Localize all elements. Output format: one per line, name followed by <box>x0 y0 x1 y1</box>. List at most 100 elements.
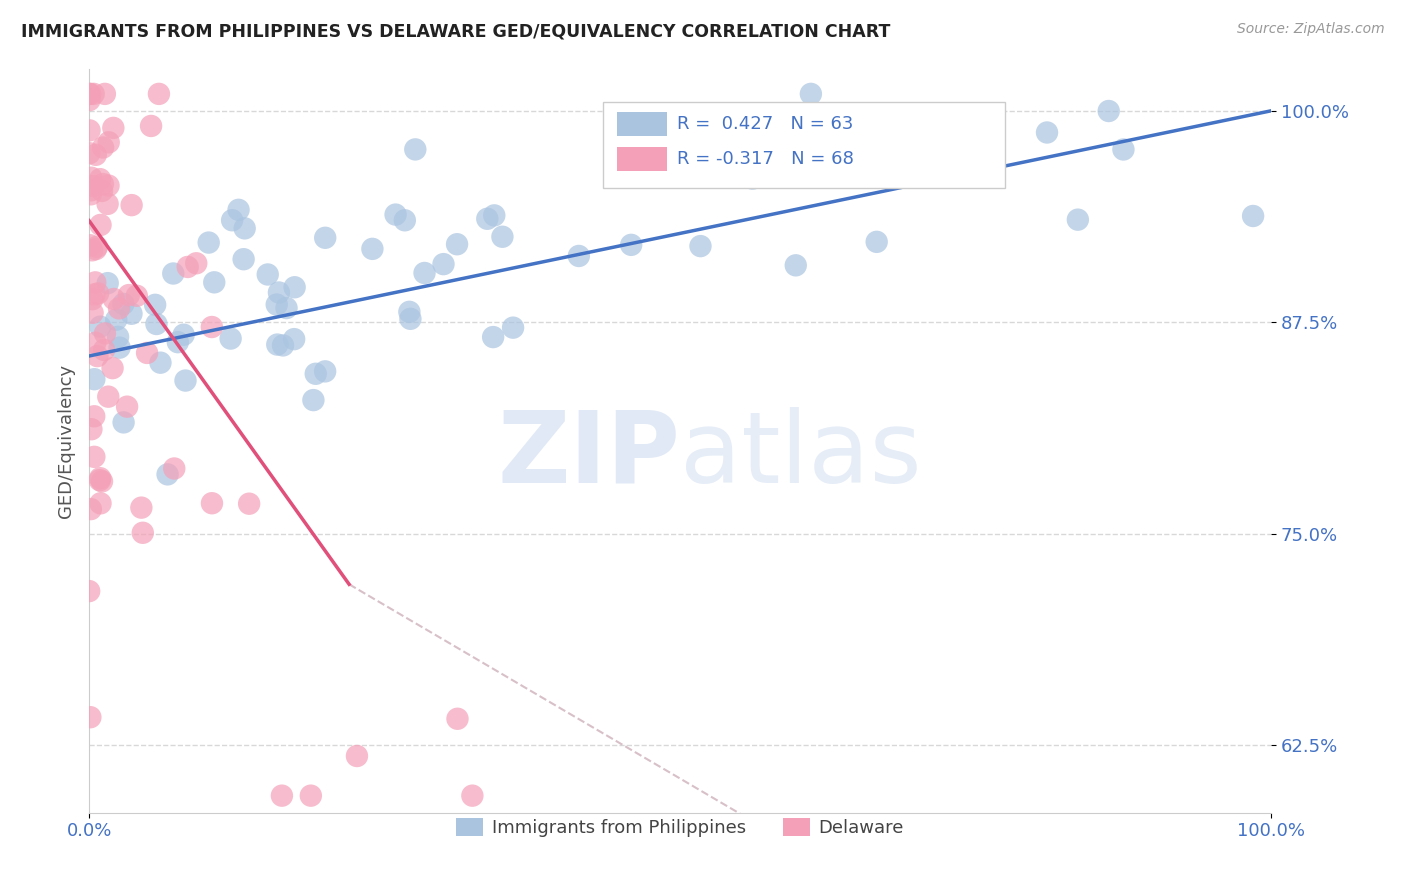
Point <box>112 416 135 430</box>
Point <box>384 208 406 222</box>
Point <box>232 252 254 267</box>
Point <box>201 320 224 334</box>
Text: R = -0.317   N = 68: R = -0.317 N = 68 <box>676 150 853 169</box>
Point <box>299 789 322 803</box>
Point <box>568 249 591 263</box>
Point <box>131 500 153 515</box>
Point <box>84 276 107 290</box>
Point <box>103 292 125 306</box>
Point <box>163 461 186 475</box>
Point <box>1241 209 1264 223</box>
Point <box>398 305 420 319</box>
Point <box>91 140 114 154</box>
Point <box>136 346 159 360</box>
Point <box>741 171 763 186</box>
Point <box>83 287 105 301</box>
Point <box>276 301 298 315</box>
Point <box>83 87 105 101</box>
Point <box>432 257 454 271</box>
Point <box>484 208 506 222</box>
Bar <box>617 147 666 171</box>
Point <box>82 306 104 320</box>
Point <box>399 311 422 326</box>
Point <box>83 409 105 424</box>
Text: IMMIGRANTS FROM PHILIPPINES VS DELAWARE GED/EQUIVALENCY CORRELATION CHART: IMMIGRANTS FROM PHILIPPINES VS DELAWARE … <box>21 22 890 40</box>
Point <box>156 467 179 482</box>
Point <box>139 119 162 133</box>
Point <box>266 337 288 351</box>
Point <box>107 330 129 344</box>
Point <box>77 584 100 599</box>
Point <box>361 242 384 256</box>
Point <box>177 260 200 274</box>
Point <box>121 198 143 212</box>
Point <box>80 422 103 436</box>
Point <box>201 496 224 510</box>
Point <box>82 179 104 194</box>
Legend: Immigrants from Philippines, Delaware: Immigrants from Philippines, Delaware <box>449 811 911 845</box>
Point <box>89 471 111 485</box>
Point <box>89 473 111 487</box>
Point <box>94 326 117 341</box>
Point <box>97 197 120 211</box>
Point <box>97 276 120 290</box>
Point <box>84 242 107 256</box>
Point <box>305 367 328 381</box>
Point <box>115 400 138 414</box>
Point <box>238 497 260 511</box>
Point <box>86 349 108 363</box>
Text: R =  0.427   N = 63: R = 0.427 N = 63 <box>676 115 853 133</box>
Point <box>202 276 225 290</box>
Point <box>83 372 105 386</box>
Point <box>79 238 101 252</box>
Text: Source: ZipAtlas.com: Source: ZipAtlas.com <box>1237 22 1385 37</box>
Point <box>97 136 120 150</box>
Point <box>121 307 143 321</box>
Point <box>79 146 101 161</box>
Point <box>620 237 643 252</box>
Point <box>256 268 278 282</box>
Y-axis label: GED/Equivalency: GED/Equivalency <box>58 363 75 517</box>
Point <box>1098 103 1121 118</box>
Point <box>186 256 208 270</box>
FancyBboxPatch shape <box>603 102 1005 187</box>
Point <box>105 312 128 326</box>
Text: ZIP: ZIP <box>498 407 681 504</box>
Bar <box>617 112 666 136</box>
Point <box>446 712 468 726</box>
Point <box>80 170 103 185</box>
Point <box>785 258 807 272</box>
Point <box>108 301 131 316</box>
Point <box>145 317 167 331</box>
Point <box>1112 143 1135 157</box>
Point <box>394 213 416 227</box>
Point <box>91 177 114 191</box>
Point <box>689 239 711 253</box>
Point <box>148 87 170 101</box>
Point <box>866 235 889 249</box>
Point <box>233 221 256 235</box>
Point <box>80 502 103 516</box>
Point <box>284 280 307 294</box>
Point <box>1036 126 1059 140</box>
Point <box>103 120 125 135</box>
Point <box>83 450 105 464</box>
Point <box>267 285 290 300</box>
Point <box>89 319 111 334</box>
Point <box>162 267 184 281</box>
Point <box>86 240 108 254</box>
Point <box>446 237 468 252</box>
Point <box>271 338 294 352</box>
Point <box>482 330 505 344</box>
Point <box>346 749 368 764</box>
Point <box>84 335 107 350</box>
Point <box>314 364 336 378</box>
Point <box>79 93 101 107</box>
Point <box>90 218 112 232</box>
Point <box>84 148 107 162</box>
Point <box>91 184 114 198</box>
Point <box>79 123 101 137</box>
Point <box>77 87 100 101</box>
Point <box>219 332 242 346</box>
Point <box>79 710 101 724</box>
